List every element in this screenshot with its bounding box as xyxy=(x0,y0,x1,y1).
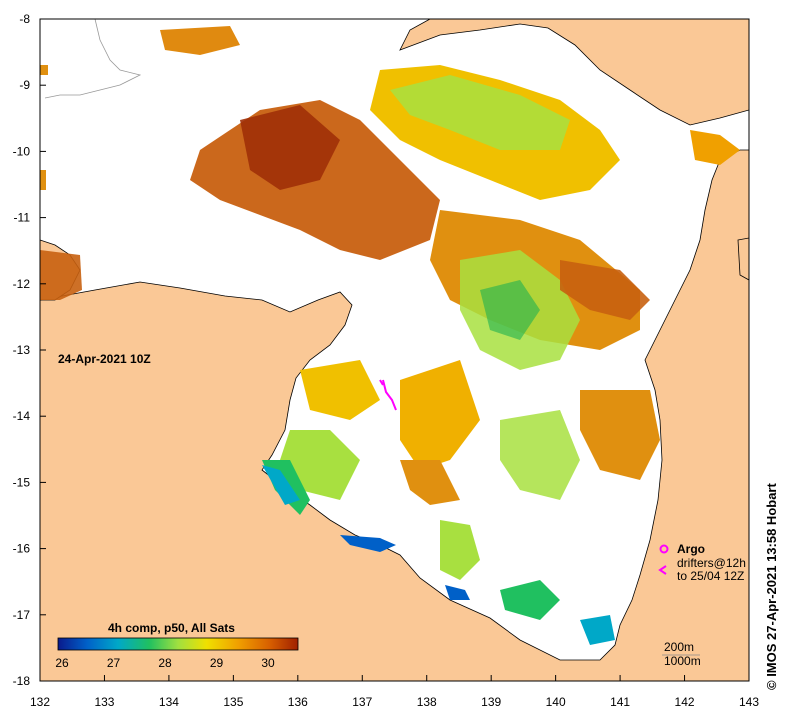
y-tick-label: -9 xyxy=(19,78,30,92)
argo-icon xyxy=(659,544,669,554)
x-tick-label: 139 xyxy=(481,695,501,709)
colorbar-tick-label: 27 xyxy=(107,656,121,670)
colorbar: 4h comp, p50, All Sats 26 27 28 29 30 xyxy=(55,621,299,670)
y-tick-label: -16 xyxy=(13,542,31,556)
y-tick-label: -17 xyxy=(13,608,31,622)
x-tick-label: 143 xyxy=(739,695,759,709)
land-island-east xyxy=(737,237,749,281)
coast-grey xyxy=(44,18,142,99)
y-tick-label: -13 xyxy=(13,343,31,357)
x-tick-label: 136 xyxy=(288,695,308,709)
drifters-label-2: to 25/04 12Z xyxy=(677,569,744,583)
y-tick-label: -18 xyxy=(13,674,31,688)
land-northern-territory xyxy=(40,149,749,681)
x-axis: 132 133 134 135 136 137 138 139 140 141 142 143 xyxy=(30,675,759,709)
x-tick-label: 137 xyxy=(352,695,372,709)
y-axis: -8 -9 -10 -11 -12 -13 -14 -15 -16 -17 -18 xyxy=(13,12,46,688)
colorbar-tick-label: 30 xyxy=(261,656,275,670)
x-tick-label: 134 xyxy=(159,695,179,709)
depth-1000-label: 1000m xyxy=(664,654,701,668)
sst-data-layer xyxy=(40,26,740,645)
y-tick-label: -14 xyxy=(13,409,31,423)
y-tick-label: -8 xyxy=(19,12,30,26)
drifter-tracks xyxy=(379,379,397,411)
depth-200-label: 200m xyxy=(664,640,694,654)
colorbar-title: 4h comp, p50, All Sats xyxy=(108,621,235,635)
colorbar-tick-label: 26 xyxy=(55,656,69,670)
colorbar-tick-label: 29 xyxy=(210,656,224,670)
x-tick-label: 141 xyxy=(610,695,630,709)
y-tick-label: -15 xyxy=(13,475,31,489)
colorbar-tick-label: 28 xyxy=(158,656,172,670)
y-tick-label: -10 xyxy=(13,144,31,158)
x-tick-label: 135 xyxy=(223,695,243,709)
argo-label: Argo xyxy=(677,542,705,556)
x-tick-label: 133 xyxy=(94,695,114,709)
x-tick-label: 142 xyxy=(675,695,695,709)
date-label: 24-Apr-2021 10Z xyxy=(58,352,151,366)
drifter-icon xyxy=(658,565,667,575)
y-tick-label: -12 xyxy=(13,277,31,291)
x-tick-label: 132 xyxy=(30,695,50,709)
x-tick-label: 138 xyxy=(417,695,437,709)
land-new-guinea xyxy=(399,19,749,126)
x-tick-label: 140 xyxy=(546,695,566,709)
credit-label: © IMOS 27-Apr-2021 13:58 Hobart xyxy=(764,483,779,690)
drifters-label-1: drifters@12h xyxy=(677,556,746,570)
depth-legend: 200m 1000m xyxy=(662,640,701,668)
colorbar-gradient xyxy=(57,637,299,651)
argo-legend: Argo drifters@12h to 25/04 12Z xyxy=(658,542,746,583)
y-tick-label: -11 xyxy=(14,211,31,225)
